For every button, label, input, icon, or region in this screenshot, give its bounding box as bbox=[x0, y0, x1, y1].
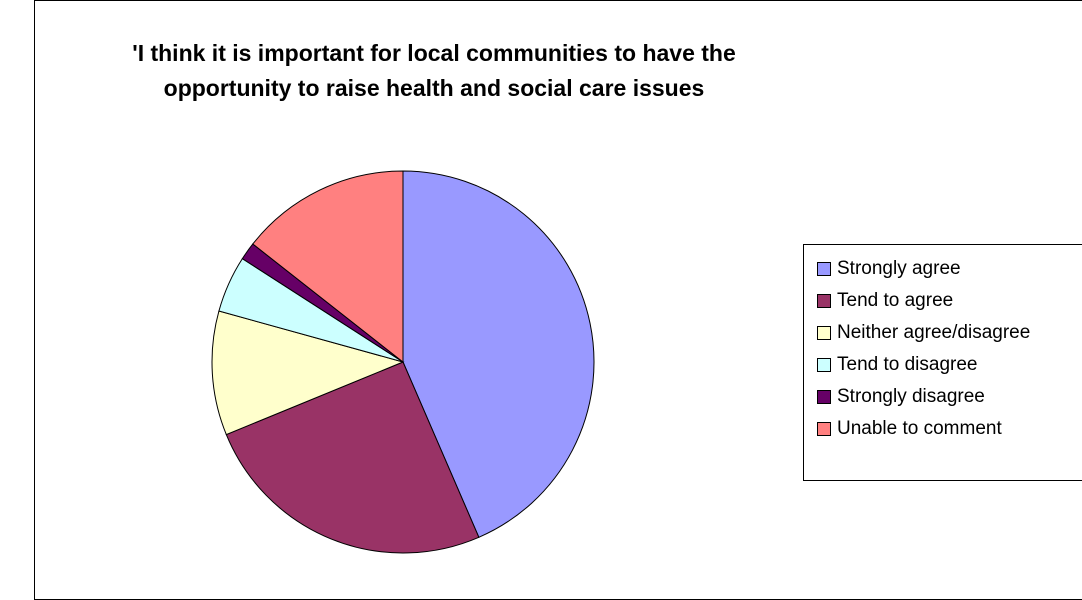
legend-item-unable-to-comment: Unable to comment bbox=[804, 413, 1082, 445]
legend-label: Strongly agree bbox=[837, 258, 961, 279]
legend-label: Tend to agree bbox=[837, 290, 954, 311]
legend-swatch bbox=[817, 262, 831, 276]
legend-label: Tend to disagree bbox=[837, 354, 978, 375]
legend-swatch bbox=[817, 358, 831, 372]
legend-item-neither: Neither agree/disagree bbox=[804, 317, 1082, 349]
legend-item-strongly-disagree: Strongly disagree bbox=[804, 381, 1082, 413]
pie-slice-strongly-agree bbox=[402, 170, 595, 538]
legend-swatch bbox=[817, 422, 831, 436]
legend-item-tend-to-disagree: Tend to disagree bbox=[804, 349, 1082, 381]
legend-label: Neither agree/disagree bbox=[837, 322, 1031, 343]
legend-swatch bbox=[817, 326, 831, 340]
pie-slice-tend-to-agree bbox=[225, 361, 480, 554]
chart-title-line-1: 'I think it is important for local commu… bbox=[132, 40, 736, 66]
chart-title-line-2: opportunity to raise health and social c… bbox=[163, 75, 705, 101]
pie-slice-unable-to-comment bbox=[252, 170, 404, 364]
chart-title: 'I think it is important for local commu… bbox=[34, 36, 834, 106]
legend-swatch bbox=[817, 390, 831, 404]
legend-label: Unable to comment bbox=[837, 418, 1002, 439]
legend: Strongly agree Tend to agree Neither agr… bbox=[803, 244, 1082, 481]
legend-swatch bbox=[817, 294, 831, 308]
legend-item-strongly-agree: Strongly agree bbox=[804, 253, 1082, 285]
legend-label: Strongly disagree bbox=[837, 386, 985, 407]
pie-slice-neither-agree-disagree bbox=[211, 310, 405, 436]
legend-item-tend-to-agree: Tend to agree bbox=[804, 285, 1082, 317]
